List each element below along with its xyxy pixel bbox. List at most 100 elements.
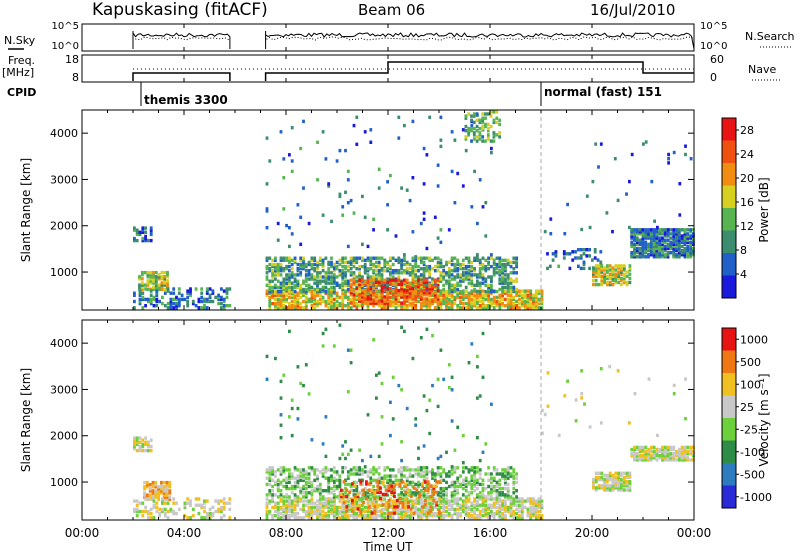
heatmap-cell xyxy=(492,484,496,489)
heatmap-cell xyxy=(200,287,204,291)
heatmap-cell xyxy=(628,471,632,475)
heatmap-cell xyxy=(498,260,502,265)
heatmap-cell xyxy=(394,478,398,482)
heatmap-cell xyxy=(296,497,300,501)
heatmap-cell xyxy=(276,507,280,512)
heatmap-cell xyxy=(680,234,684,238)
heatmap-cell xyxy=(641,454,645,458)
heatmap-cell xyxy=(470,275,474,279)
heatmap-cell xyxy=(346,169,350,174)
heatmap-cell xyxy=(279,293,283,297)
heatmap-cell xyxy=(271,466,274,470)
heatmap-cell xyxy=(282,281,286,285)
heatmap-cell xyxy=(398,501,402,505)
heatmap-cell xyxy=(135,440,139,444)
heatmap-cell xyxy=(377,371,381,375)
heatmap-cell xyxy=(504,267,507,271)
heatmap-cell xyxy=(453,509,457,514)
heatmap-cell xyxy=(470,205,474,209)
heatmap-cell xyxy=(355,279,359,283)
heatmap-cell xyxy=(345,488,349,492)
heatmap-cell xyxy=(678,182,682,186)
heatmap-cell xyxy=(397,297,401,302)
heatmap-cell xyxy=(148,493,152,497)
heatmap-cell xyxy=(537,509,541,514)
heatmap-cell xyxy=(692,445,695,450)
heatmap-cell xyxy=(161,509,164,514)
heatmap-cell xyxy=(655,228,659,232)
heatmap-cell xyxy=(327,289,331,294)
heatmap-cell xyxy=(669,251,673,255)
heatmap-cell xyxy=(625,480,629,484)
heatmap-cell xyxy=(633,447,636,452)
heatmap-cell xyxy=(613,157,617,161)
heatmap-cell xyxy=(672,458,676,462)
heatmap-cell xyxy=(279,396,283,400)
heatmap-cell xyxy=(603,488,606,492)
heatmap-cell xyxy=(594,486,598,490)
heatmap-cell xyxy=(495,110,499,114)
heatmap-cell xyxy=(205,516,209,520)
heatmap-cell xyxy=(475,135,479,139)
heatmap-cell xyxy=(473,295,476,300)
heatmap-cell xyxy=(383,474,387,478)
heatmap-cell xyxy=(276,486,280,491)
heatmap-cell xyxy=(475,118,479,122)
heatmap-cell xyxy=(372,472,375,476)
heatmap-cell xyxy=(271,258,274,262)
heatmap-cell xyxy=(346,297,350,302)
heatmap-cell xyxy=(341,306,345,310)
heatmap-cell xyxy=(461,262,465,267)
heatmap-cell xyxy=(464,137,468,141)
heatmap-cell xyxy=(175,301,178,306)
heatmap-cell xyxy=(672,456,676,460)
heatmap-cell xyxy=(683,246,687,251)
heatmap-cell xyxy=(346,493,350,497)
heatmap-cell xyxy=(529,516,533,520)
heatmap-cell xyxy=(154,493,158,497)
heatmap-cell xyxy=(370,501,374,505)
heatmap-cell xyxy=(683,449,687,454)
heatmap-cell xyxy=(689,458,692,462)
heatmap-cell xyxy=(484,472,488,476)
heatmap-cell xyxy=(389,295,392,300)
heatmap-cell xyxy=(419,468,423,472)
heatmap-cell xyxy=(422,304,426,308)
heatmap-cell xyxy=(476,283,479,287)
heatmap-cell xyxy=(363,293,367,297)
heatmap-cell xyxy=(361,256,364,260)
heatmap-cell xyxy=(594,142,598,146)
heatmap-cell xyxy=(422,493,426,497)
heatmap-cell xyxy=(464,509,468,514)
heatmap-cell xyxy=(478,497,482,501)
heatmap-cell xyxy=(152,295,156,300)
heatmap-cell xyxy=(433,284,437,289)
heatmap-cell xyxy=(481,495,485,499)
heatmap-cell xyxy=(327,260,331,265)
heatmap-cell xyxy=(135,438,139,442)
heatmap-cell xyxy=(606,282,609,287)
heatmap-cell xyxy=(652,230,656,234)
heatmap-cell xyxy=(327,293,331,297)
heatmap-cell xyxy=(426,490,430,494)
heatmap-cell xyxy=(506,482,510,487)
heatmap-cell xyxy=(445,480,448,485)
heatmap-cell xyxy=(157,489,160,493)
heatmap-cell xyxy=(293,277,297,281)
heatmap-cell xyxy=(400,486,403,491)
heatmap-cell xyxy=(461,306,465,310)
heatmap-cell xyxy=(655,236,659,240)
heatmap-cell xyxy=(487,285,490,290)
heatmap-cell xyxy=(332,344,336,348)
heatmap-cell xyxy=(518,497,521,501)
heatmap-cell xyxy=(307,516,311,520)
heatmap-cell xyxy=(276,482,280,487)
heatmap-cell xyxy=(394,278,398,282)
heatmap-cell xyxy=(296,365,300,369)
heatmap-cell xyxy=(473,299,476,304)
heatmap-cell xyxy=(172,291,176,295)
heatmap-cell xyxy=(361,194,364,199)
heatmap-cell xyxy=(439,115,443,119)
heatmap-cell xyxy=(200,299,204,304)
heatmap-cell xyxy=(397,115,401,119)
